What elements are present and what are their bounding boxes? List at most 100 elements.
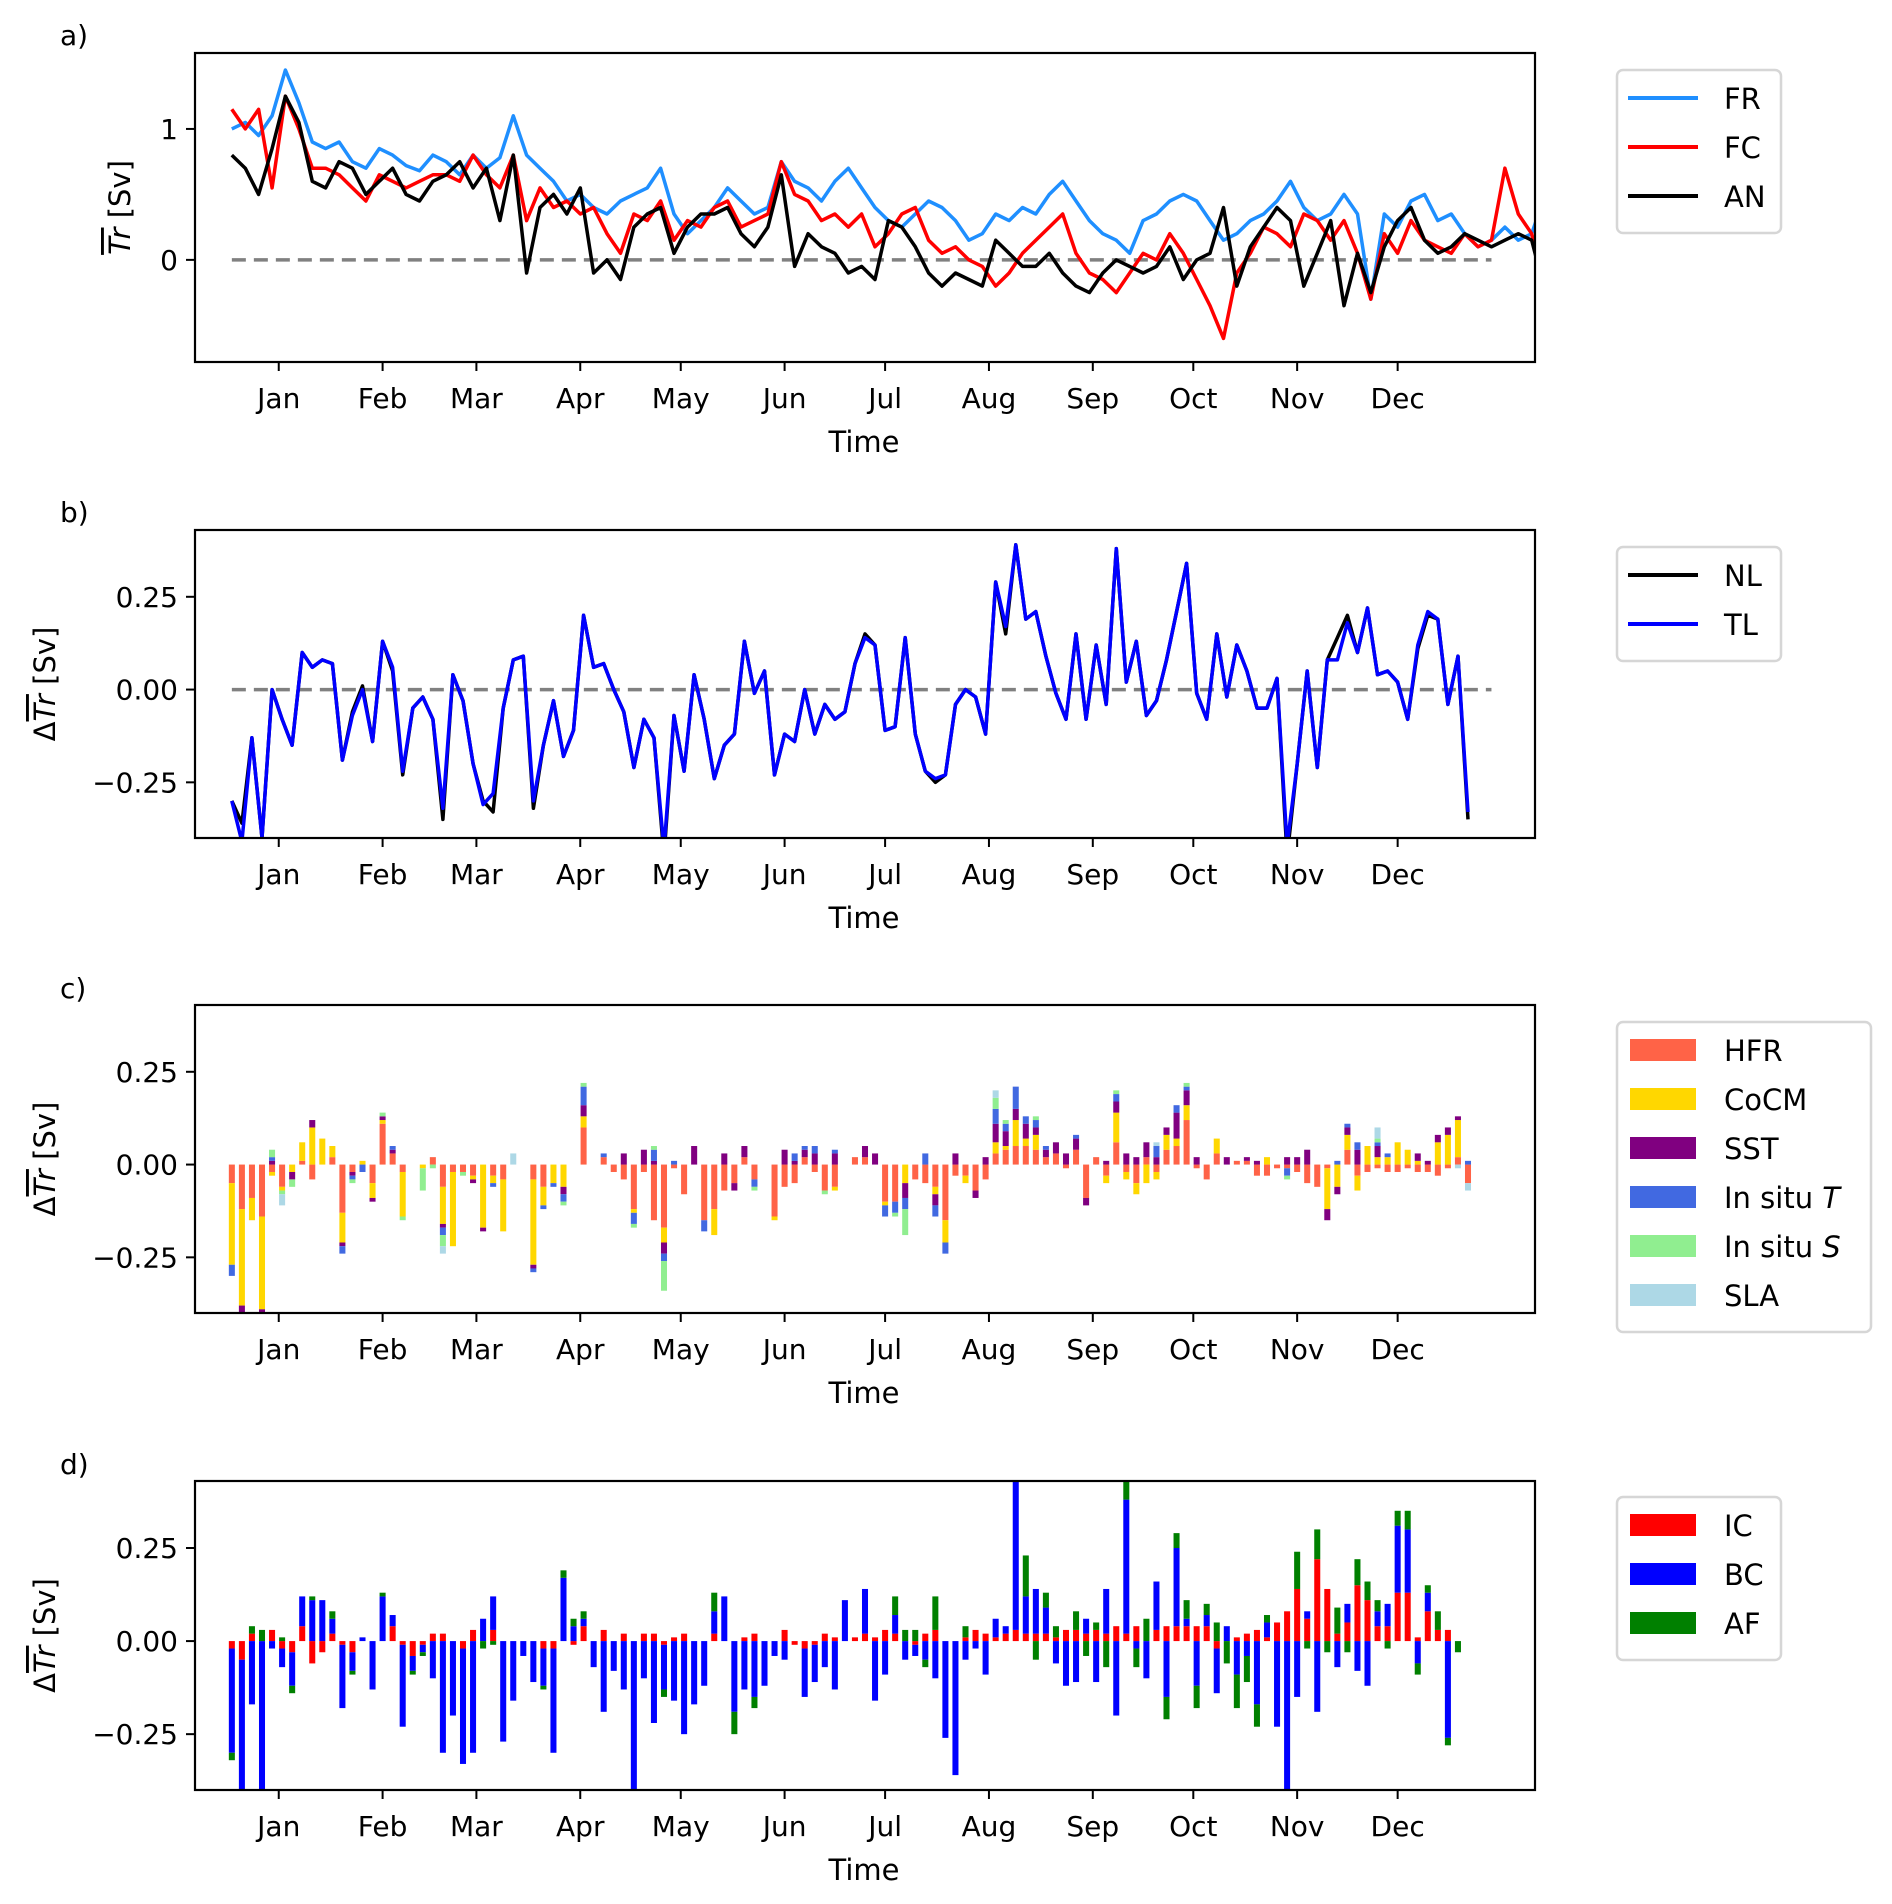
bar-stack xyxy=(620,1633,627,1690)
x-tick-label: Jun xyxy=(761,1810,807,1843)
bar-segment-hfr xyxy=(228,1164,235,1184)
bar-stack xyxy=(1253,1629,1260,1727)
bar-stack xyxy=(1062,1629,1070,1686)
panel-d: d) Jan Feb Mar Apr May Jun Jul Aug Sep Oct Nov Dec Ti… xyxy=(28,1448,1783,1887)
bar-segment-ic xyxy=(781,1629,788,1642)
bar-stack xyxy=(459,1641,467,1764)
bar-segment-af xyxy=(1032,1641,1039,1660)
bar-segment-sst xyxy=(439,1223,446,1228)
bar-segment-bc xyxy=(1364,1641,1371,1686)
bar-segment-bc xyxy=(741,1641,748,1690)
bar-stack xyxy=(982,1633,989,1675)
x-tick-label: Jan xyxy=(255,858,300,891)
bar-segment-bc xyxy=(761,1641,768,1686)
bar-segment-ic xyxy=(389,1626,396,1642)
bar-segment-sst xyxy=(339,1242,346,1247)
bar-segment-hfr xyxy=(620,1164,627,1180)
bar-segment-ic xyxy=(429,1633,436,1642)
y-label-unit: [Sv] xyxy=(28,627,62,694)
bar-segment-bc xyxy=(319,1600,326,1642)
bar-stack xyxy=(1002,1120,1009,1165)
y-tick-label: 0.25 xyxy=(116,1532,178,1565)
bar-stack xyxy=(560,1164,567,1206)
bar-segment-af xyxy=(1384,1641,1391,1649)
bar-segment-in-situ-t xyxy=(1042,1146,1049,1150)
legend: FR FC AN xyxy=(1615,68,1783,235)
bar-segment-sst xyxy=(741,1146,748,1158)
y-label-tr: Tr xyxy=(103,225,137,254)
bar-segment-in-situ-t xyxy=(1334,1160,1341,1165)
bar-segment-ic xyxy=(831,1637,838,1642)
bar-stack xyxy=(439,1164,446,1254)
x-tick-label: Feb xyxy=(358,382,408,415)
x-tick-label: Oct xyxy=(1169,1810,1217,1843)
bar-segment-in-situ-t xyxy=(630,1212,637,1224)
bar-stack xyxy=(1042,1592,1049,1642)
x-axis-label: Time xyxy=(828,425,900,459)
bar-segment-hfr xyxy=(630,1164,637,1210)
y-tick-label: −0.25 xyxy=(92,766,178,799)
legend-swatch xyxy=(1630,1088,1696,1110)
series-line-fc xyxy=(230,94,1535,341)
bar-segment-in-situ-t xyxy=(389,1146,396,1150)
bar-segment-hfr xyxy=(530,1164,537,1180)
bar-stack xyxy=(1073,1134,1080,1165)
bar-segment-sst xyxy=(289,1171,296,1180)
bar-segment-sst xyxy=(972,1190,979,1198)
bar-segment-bc xyxy=(932,1641,939,1679)
x-tick-label: Nov xyxy=(1270,858,1325,891)
bar-segment-sst xyxy=(801,1149,808,1158)
x-tick-label: Sep xyxy=(1066,858,1119,891)
legend-swatch xyxy=(1630,1514,1696,1536)
bar-stack xyxy=(459,1164,467,1176)
bar-segment-sst xyxy=(530,1264,537,1269)
bar-stack xyxy=(1193,1626,1200,1709)
bar-segment-ic xyxy=(1173,1626,1180,1642)
bar-segment-ic xyxy=(1062,1629,1070,1642)
bar-segment-in-situ-t xyxy=(1153,1146,1160,1158)
bar-stack xyxy=(992,1618,999,1642)
bar-segment-cocm xyxy=(1354,1175,1361,1191)
bar-segment-hfr xyxy=(1394,1164,1401,1172)
bar-segment-af xyxy=(1263,1615,1271,1623)
y-label-tr: Tr xyxy=(28,1644,62,1673)
bar-segment-af xyxy=(731,1711,738,1735)
bar-segment-af xyxy=(1444,1737,1451,1746)
bar-segment-bc xyxy=(1344,1603,1351,1623)
bar-stack xyxy=(1103,1160,1110,1184)
bar-segment-ic xyxy=(248,1633,255,1642)
bar-segment-sst xyxy=(349,1171,356,1176)
bar-segment-cocm xyxy=(1374,1157,1381,1165)
bar-segment-ic xyxy=(1304,1618,1311,1642)
bar-segment-sst xyxy=(1243,1157,1250,1161)
bar-segment-af xyxy=(560,1570,567,1578)
bar-segment-af xyxy=(540,1685,547,1690)
bar-segment-hfr xyxy=(1032,1149,1039,1165)
bar-segment-af xyxy=(1213,1622,1220,1642)
bar-segment-ic xyxy=(1103,1633,1110,1642)
bar-segment-af xyxy=(1073,1611,1080,1630)
bar-segment-ic xyxy=(711,1633,718,1642)
bar-segment-hfr xyxy=(962,1164,969,1176)
bar-stack xyxy=(1203,1164,1210,1180)
x-tick-label: Jul xyxy=(866,1810,902,1843)
bar-segment-hfr xyxy=(1052,1153,1059,1165)
bar-segment-sst xyxy=(1444,1127,1451,1135)
bar-segment-in-situ-t xyxy=(540,1205,547,1210)
bar-segment-bc xyxy=(449,1641,456,1716)
bar-segment-in-situ-s xyxy=(439,1235,446,1247)
bar-segment-in-situ-t xyxy=(882,1205,889,1217)
bar-segment-bc xyxy=(620,1641,627,1690)
y-axis-label: ΔTr [Sv] xyxy=(28,627,62,742)
bar-stack xyxy=(349,1641,356,1675)
bar-segment-in-situ-t xyxy=(1354,1142,1361,1150)
bar-stack xyxy=(1274,1622,1281,1727)
bar-stack xyxy=(1073,1611,1080,1683)
bar-segment-bc xyxy=(389,1615,396,1627)
bar-stack xyxy=(841,1600,848,1642)
bar-segment-sst xyxy=(1193,1157,1200,1165)
bar-segment-in-situ-s xyxy=(429,1164,436,1169)
x-tick-label: Apr xyxy=(556,1810,605,1843)
bar-segment-in-situ-t xyxy=(339,1246,346,1254)
